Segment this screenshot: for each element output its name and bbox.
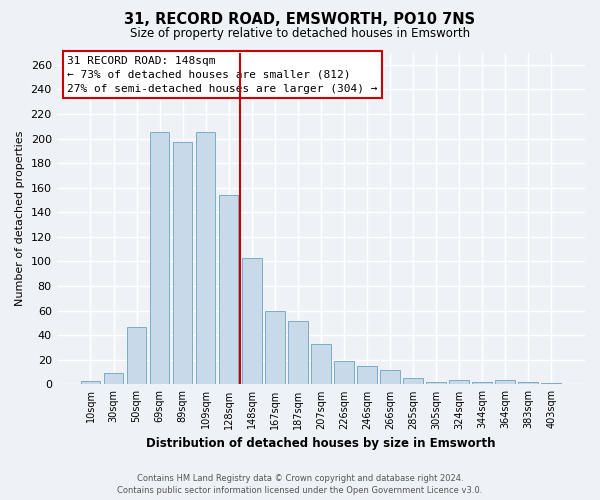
Bar (518, 382, 538, 384)
Text: 31, RECORD ROAD, EMSWORTH, PO10 7NS: 31, RECORD ROAD, EMSWORTH, PO10 7NS (124, 12, 476, 28)
Bar (472, 382, 492, 384)
Bar (496, 380, 515, 384)
Bar (242, 258, 262, 384)
Bar (541, 383, 561, 384)
Bar (334, 361, 353, 384)
Bar (403, 378, 423, 384)
Bar (196, 132, 215, 384)
Text: 31 RECORD ROAD: 148sqm
← 73% of detached houses are smaller (812)
27% of semi-de: 31 RECORD ROAD: 148sqm ← 73% of detached… (67, 56, 378, 94)
Bar (173, 142, 193, 384)
Bar (357, 366, 377, 384)
Text: Contains HM Land Registry data © Crown copyright and database right 2024.
Contai: Contains HM Land Registry data © Crown c… (118, 474, 482, 495)
Bar (150, 132, 169, 384)
Bar (288, 320, 308, 384)
Bar (80, 380, 100, 384)
Bar (219, 195, 238, 384)
Y-axis label: Number of detached properties: Number of detached properties (15, 131, 25, 306)
Bar (426, 382, 446, 384)
Bar (449, 380, 469, 384)
Bar (127, 326, 146, 384)
Text: Size of property relative to detached houses in Emsworth: Size of property relative to detached ho… (130, 28, 470, 40)
Bar (311, 344, 331, 385)
X-axis label: Distribution of detached houses by size in Emsworth: Distribution of detached houses by size … (146, 437, 496, 450)
Bar (380, 370, 400, 384)
Bar (104, 374, 123, 384)
Bar (265, 310, 284, 384)
